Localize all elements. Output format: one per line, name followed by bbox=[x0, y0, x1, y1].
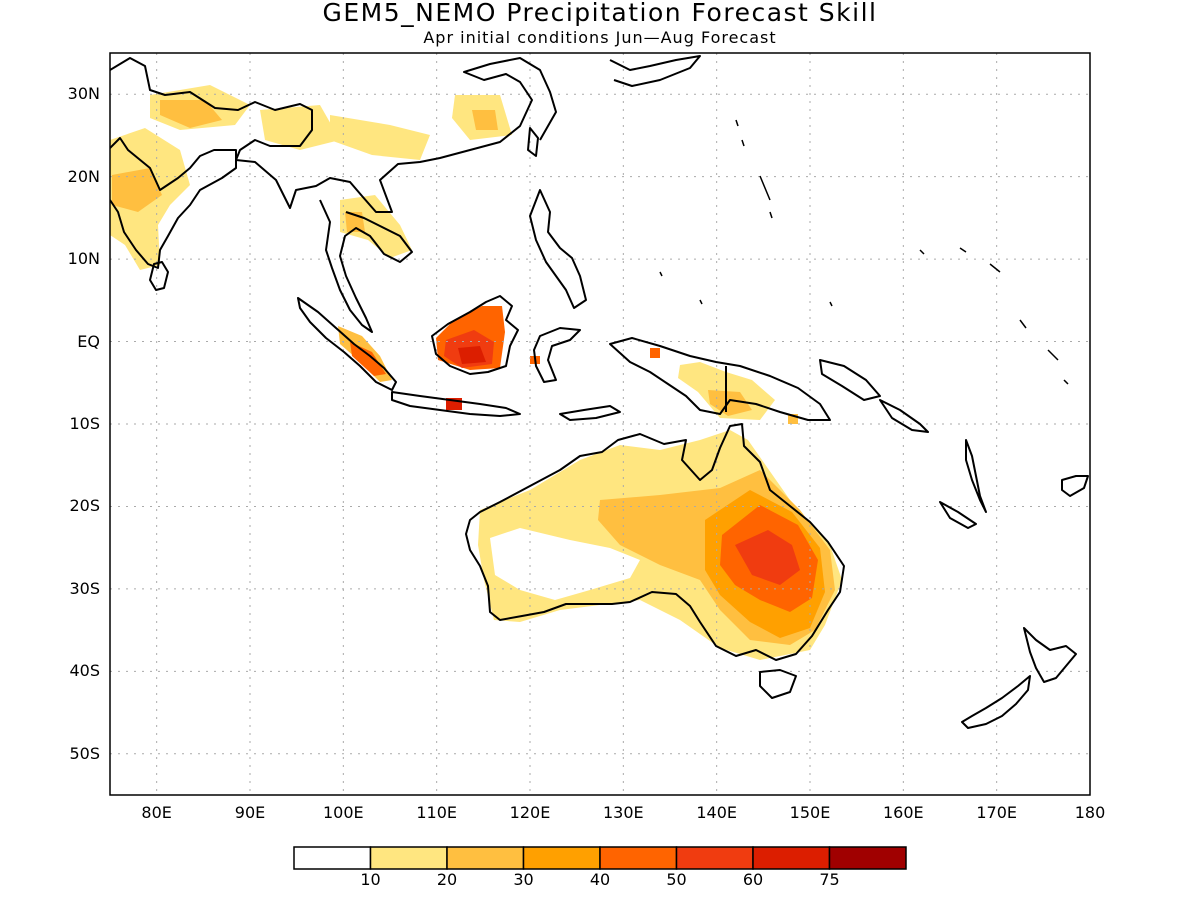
coastline-india bbox=[110, 137, 237, 269]
colorbar-tick-label: 10 bbox=[360, 870, 381, 889]
skill-field bbox=[110, 85, 842, 660]
coastline-japan-korea bbox=[609, 55, 701, 87]
coastline-sri-lanka bbox=[149, 261, 169, 291]
colorbar-tick-label: 20 bbox=[436, 870, 458, 889]
skill-area-indochina bbox=[340, 195, 412, 258]
coastline-solomons bbox=[879, 399, 929, 433]
coastline-new-zealand-south bbox=[961, 675, 1031, 729]
lon-tick-label: 150E bbox=[789, 803, 831, 822]
colorbar-swatch bbox=[369, 846, 448, 870]
coastline-java bbox=[391, 391, 521, 417]
colorbar-swatch bbox=[752, 846, 831, 870]
map-title: GEM5_NEMO Precipitation Forecast Skill bbox=[322, 0, 878, 27]
lon-tick-label: 120E bbox=[509, 803, 551, 822]
map-frame bbox=[109, 52, 1091, 796]
coastline-timor bbox=[559, 405, 621, 421]
coastline-vanuatu bbox=[965, 439, 987, 513]
coastline-sulawesi bbox=[533, 327, 581, 383]
skill-area-solomon bbox=[788, 414, 798, 424]
map-subtitle: Apr initial conditions Jun—Aug Forecast bbox=[423, 28, 777, 47]
skill-area-new-guinea-core bbox=[708, 390, 752, 416]
lon-tick-label: 180 bbox=[1074, 803, 1106, 822]
lon-tick-label: 110E bbox=[416, 803, 457, 822]
coastline-australia bbox=[465, 423, 845, 661]
colorbar-tick-label: 60 bbox=[742, 870, 764, 889]
coastline-sumatra bbox=[297, 297, 397, 391]
skill-area-east-china-core bbox=[472, 110, 498, 130]
skill-area-himalaya-core bbox=[160, 100, 222, 128]
colorbar-tick-label: 75 bbox=[819, 870, 840, 889]
lon-tick-label: 170E bbox=[976, 803, 1017, 822]
coastline-new-guinea bbox=[609, 337, 831, 421]
lat-tick-label: 40S bbox=[69, 661, 100, 681]
lat-tick-label: 10N bbox=[67, 249, 100, 269]
lat-tick-label: 50S bbox=[69, 743, 100, 763]
colorbar-swatch bbox=[522, 846, 601, 870]
coastline-caroline-dots bbox=[659, 119, 1069, 385]
skill-area-tibet bbox=[260, 105, 340, 150]
coastline-new-zealand-north bbox=[1023, 627, 1077, 683]
lon-tick-label: 100E bbox=[323, 803, 364, 822]
colorbar bbox=[293, 846, 907, 870]
coastline-philippines bbox=[529, 189, 587, 309]
colorbar-swatch bbox=[446, 846, 525, 870]
coastline-tasmania bbox=[759, 669, 797, 699]
colorbar-swatch bbox=[675, 846, 754, 870]
coastline-fiji bbox=[1061, 475, 1089, 497]
map-gridlines bbox=[110, 53, 1090, 795]
colorbar-swatch bbox=[599, 846, 678, 870]
colorbar-tick-label: 40 bbox=[589, 870, 611, 889]
colorbar-swatch bbox=[293, 846, 372, 870]
coastline-borneo bbox=[431, 295, 519, 375]
coastline-asia-mainland bbox=[110, 57, 557, 213]
colorbar-swatch bbox=[828, 846, 907, 870]
skill-area-sumatra-core bbox=[350, 342, 386, 376]
colorbar-tick-label: 50 bbox=[666, 870, 687, 889]
skill-area-south-asia-core bbox=[112, 168, 162, 212]
lon-tick-label: 130E bbox=[603, 803, 644, 822]
colorbar-tick-label: 30 bbox=[513, 870, 534, 889]
lat-tick-label: EQ bbox=[77, 331, 100, 351]
lat-tick-label: 20N bbox=[67, 166, 100, 186]
skill-area-halmahera bbox=[650, 348, 660, 358]
lon-tick-label: 90E bbox=[234, 803, 266, 822]
lon-tick-label: 160E bbox=[883, 803, 924, 822]
skill-area-australia-peak bbox=[735, 530, 800, 585]
lat-tick-label: 10S bbox=[69, 414, 100, 433]
coastline-bismarck bbox=[819, 359, 881, 401]
skill-area-australia-blank-nw bbox=[490, 528, 640, 600]
coastline-malay-peninsula bbox=[319, 199, 413, 333]
skill-area-south-china bbox=[330, 115, 430, 160]
coastline-taiwan bbox=[527, 127, 539, 157]
skill-area-borneo-peak bbox=[458, 346, 486, 364]
coastlines bbox=[110, 55, 1089, 729]
lat-tick-label: 30N bbox=[67, 84, 100, 104]
lat-tick-label: 20S bbox=[69, 496, 100, 516]
lon-tick-label: 140E bbox=[696, 803, 737, 822]
coastline-new-caledonia bbox=[939, 501, 977, 529]
lon-tick-label: 80E bbox=[141, 803, 172, 822]
lat-tick-label: 30S bbox=[69, 578, 100, 598]
